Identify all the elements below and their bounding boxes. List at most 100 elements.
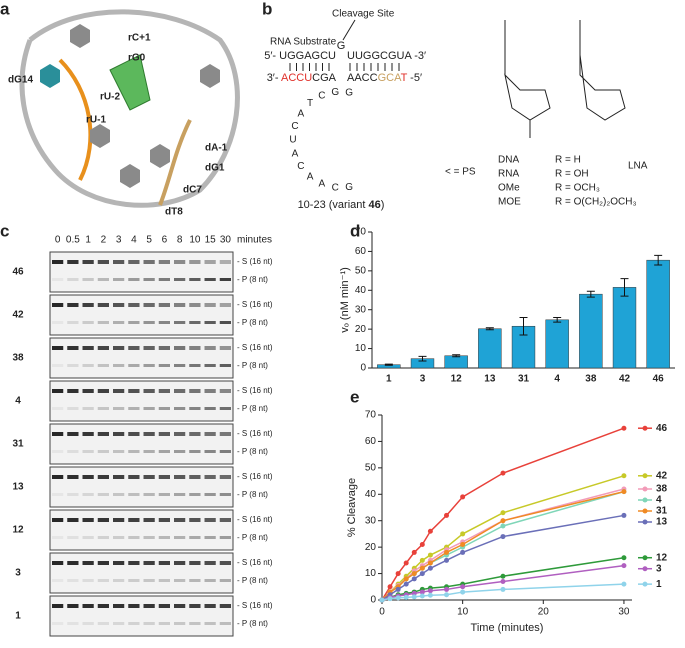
gel-band xyxy=(128,493,140,496)
gel-band xyxy=(204,579,216,582)
error-bar xyxy=(452,354,461,358)
gel-band xyxy=(189,346,201,350)
gel-band xyxy=(174,579,186,582)
bar xyxy=(444,355,468,369)
legend-label: 13 xyxy=(656,517,668,528)
error-bar xyxy=(519,316,528,336)
backbone xyxy=(19,9,240,208)
bar xyxy=(612,287,637,369)
segment: T xyxy=(401,72,408,84)
segment: ) xyxy=(381,199,385,211)
gel-band xyxy=(219,346,231,350)
gel-band xyxy=(67,407,79,410)
gel-band xyxy=(158,604,170,608)
gel-band xyxy=(128,579,140,582)
point xyxy=(500,470,506,476)
gel-band xyxy=(158,493,170,496)
gel-band xyxy=(113,475,125,479)
gel-band xyxy=(174,450,186,453)
bar xyxy=(646,259,670,369)
legend-label: 12 xyxy=(656,552,668,563)
gel-band xyxy=(189,475,201,479)
segment: CGA xyxy=(312,72,337,84)
gel-band xyxy=(82,432,94,436)
panel-label: d xyxy=(350,221,360,240)
p-label: - P (8 nt) xyxy=(237,619,268,628)
gel-band xyxy=(174,389,186,393)
gel-band xyxy=(113,622,125,625)
gel-band xyxy=(52,278,64,281)
residue-label: dA-1 xyxy=(205,143,228,154)
y-tick-label: 50 xyxy=(365,462,377,473)
residue-label: rU-1 xyxy=(86,115,106,126)
gel-band xyxy=(82,389,94,393)
gel-block xyxy=(49,423,234,465)
gel-band xyxy=(113,518,125,522)
gel-block xyxy=(49,509,234,551)
legend-dot xyxy=(642,473,648,479)
legend-label: 38 xyxy=(656,484,668,495)
backbone xyxy=(158,119,192,206)
bar xyxy=(579,293,603,369)
point xyxy=(395,586,401,592)
p-label: - P (8 nt) xyxy=(237,361,268,370)
gel-band xyxy=(158,536,170,539)
y-tick-label: 0 xyxy=(360,363,366,374)
p-label: - P (8 nt) xyxy=(237,533,268,542)
sequence: 10-23 (variant 46) xyxy=(298,199,385,211)
gel-band xyxy=(189,389,201,393)
gel-band xyxy=(219,536,231,539)
gel-band xyxy=(67,450,79,453)
gel-band xyxy=(174,518,186,522)
gel-band xyxy=(219,389,231,393)
point xyxy=(419,589,425,595)
legend-dot xyxy=(642,555,648,561)
gel-block xyxy=(49,380,234,422)
point xyxy=(403,560,409,566)
gel-band xyxy=(52,432,64,436)
gel-band xyxy=(219,450,231,453)
residue-label: dG14 xyxy=(8,75,33,86)
gel-band xyxy=(128,364,140,367)
x-tick-label: 3 xyxy=(420,374,426,385)
bar xyxy=(545,319,569,369)
gel-band xyxy=(174,622,186,625)
gel-band xyxy=(158,346,170,350)
gel-band xyxy=(82,260,94,264)
point xyxy=(500,586,506,592)
point xyxy=(500,579,506,584)
top-strand: 5′- UGGAGCU xyxy=(264,50,336,62)
gel-band xyxy=(174,604,186,608)
gel-band xyxy=(97,579,109,582)
gel-band xyxy=(143,260,155,264)
gel-band xyxy=(82,407,94,410)
bar xyxy=(478,328,502,369)
gel-band xyxy=(67,303,79,307)
gel-band xyxy=(97,493,109,496)
gel-block xyxy=(49,251,234,293)
gel-band xyxy=(52,493,64,496)
gel-band xyxy=(97,475,109,479)
minute-label: 10 xyxy=(189,235,201,246)
gel-band xyxy=(143,561,155,565)
gel-band xyxy=(204,303,216,307)
gel-band xyxy=(97,346,109,350)
gel-band xyxy=(128,321,140,324)
point xyxy=(427,592,433,598)
top-strand: UUGGCGUA -3′ xyxy=(347,50,426,62)
gel-band xyxy=(52,579,64,582)
gel-band xyxy=(143,493,155,496)
point xyxy=(419,557,425,563)
s-label: - S (16 nt) xyxy=(237,558,273,567)
gel-band xyxy=(82,493,94,496)
loop-nt: C xyxy=(297,161,304,172)
mod-r: R = H xyxy=(555,155,581,166)
gel-band xyxy=(219,493,231,496)
gel-band xyxy=(82,604,94,608)
x-tick-label: 46 xyxy=(653,374,665,385)
gel-band xyxy=(158,303,170,307)
y-tick-label: 30 xyxy=(365,515,377,526)
gel-band xyxy=(158,622,170,625)
gel-band xyxy=(143,604,155,608)
residue-label: dT8 xyxy=(165,207,183,218)
